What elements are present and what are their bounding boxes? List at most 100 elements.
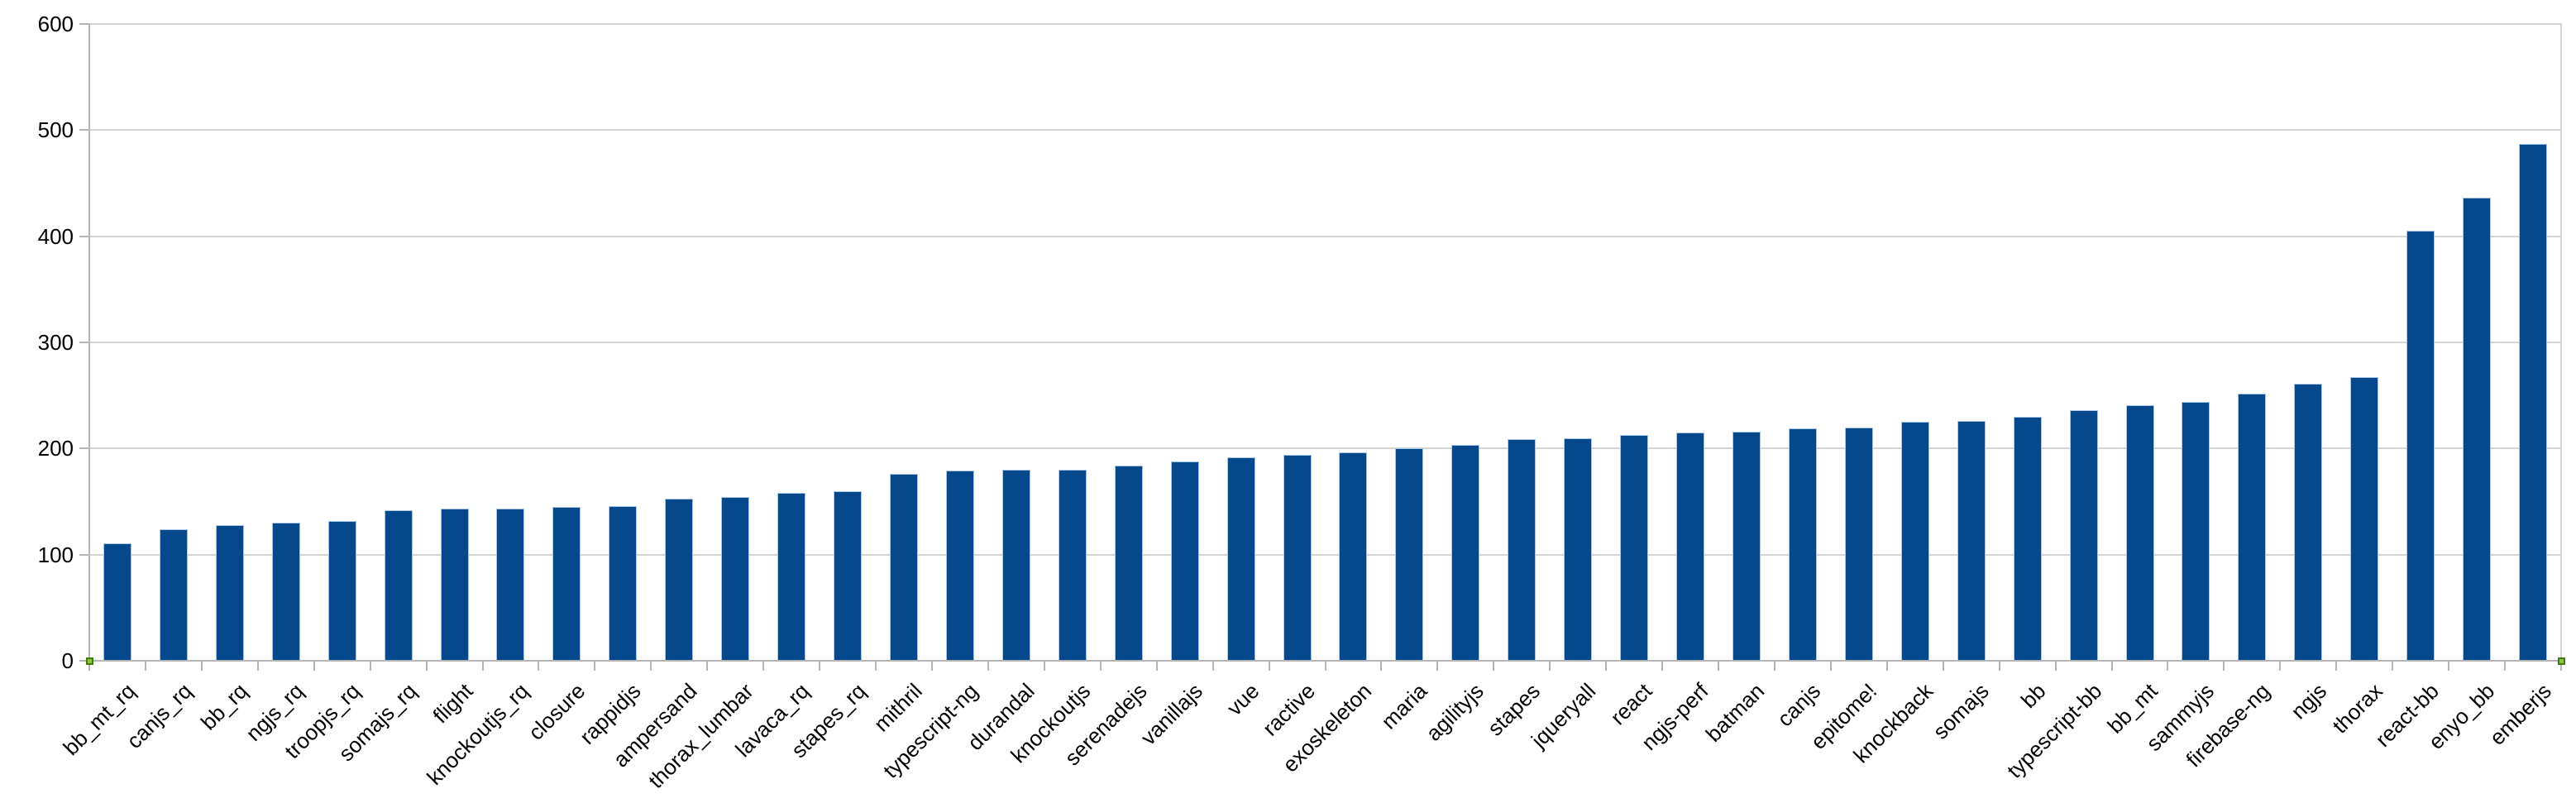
bar-rappidjs[interactable] [609, 505, 638, 662]
y-axis-tick-300 [79, 342, 89, 343]
bar-flight[interactable] [440, 509, 469, 662]
x-axis-label-emberjs: emberjs [2483, 678, 2556, 750]
y-axis-tick-400 [79, 235, 89, 237]
y-axis-tick-600 [79, 23, 89, 25]
bar-epitome![interactable] [1844, 427, 1873, 662]
x-axis-tick-12 [762, 661, 765, 671]
y-axis-tick-label-100: 100 [37, 542, 74, 567]
x-axis-tick-2 [200, 661, 203, 671]
y-axis-tick-0 [79, 660, 89, 662]
x-axis-tick-30 [1773, 661, 1775, 671]
bar-somajs[interactable] [1957, 420, 1986, 662]
bar-ractive[interactable] [1283, 455, 1312, 662]
bar-troopjs_rq[interactable] [327, 520, 356, 662]
bar-typescript-bb[interactable] [2069, 410, 2098, 662]
bar-agilityjs[interactable] [1451, 445, 1480, 662]
x-axis-tick-0 [88, 661, 90, 671]
bar-thorax_lumbar[interactable] [721, 497, 750, 662]
bar-bb_mt[interactable] [2125, 404, 2154, 662]
bar-ampersand[interactable] [665, 498, 694, 662]
x-axis-tick-25 [1493, 661, 1495, 671]
bar-durandal[interactable] [1001, 470, 1030, 662]
bar-stapes[interactable] [1508, 438, 1537, 662]
bar-firebase-ng[interactable] [2238, 393, 2267, 662]
gridline-y-300 [89, 342, 2561, 343]
bar-mithril[interactable] [890, 474, 918, 662]
x-axis-tick-15 [930, 661, 933, 671]
bar-thorax[interactable] [2350, 377, 2379, 662]
y-axis-tick-label-600: 600 [37, 12, 74, 36]
x-axis-tick-6 [425, 661, 428, 671]
x-axis-tick-32 [1885, 661, 1888, 671]
x-axis-tick-22 [1324, 661, 1326, 671]
x-axis-line [88, 660, 2562, 662]
gridline-y-500 [89, 129, 2561, 131]
bar-react[interactable] [1620, 434, 1649, 662]
x-axis-tick-35 [2054, 661, 2057, 671]
bar-ngjs[interactable] [2294, 384, 2323, 662]
x-axis-selection-handle-right[interactable] [2557, 657, 2565, 665]
x-axis-label-vanillajs: vanillajs [1135, 678, 1208, 750]
x-axis-tick-5 [369, 661, 371, 671]
x-axis-label-react: react [1605, 678, 1657, 730]
bar-ngjs_rq[interactable] [271, 523, 300, 662]
x-axis-tick-1 [144, 661, 146, 671]
x-axis-label-canjs: canjs [1772, 678, 1826, 732]
x-axis-tick-34 [1998, 661, 2000, 671]
x-axis-label-flight: flight [428, 678, 478, 729]
x-axis-label-somajs: somajs [1928, 678, 1995, 744]
bar-stapes_rq[interactable] [834, 490, 863, 662]
gridline-y-400 [89, 235, 2561, 237]
x-axis-tick-7 [481, 661, 484, 671]
bar-jqueryall[interactable] [1564, 437, 1593, 662]
bar-canjs[interactable] [1788, 428, 1817, 662]
bar-lavaca_rq[interactable] [777, 493, 806, 662]
x-axis-tick-42 [2448, 661, 2450, 671]
x-axis-tick-10 [650, 661, 652, 671]
bar-knockback[interactable] [1900, 422, 1929, 662]
bar-closure[interactable] [552, 506, 581, 662]
bar-knockoutjs[interactable] [1058, 470, 1087, 662]
bar-exoskeleton[interactable] [1339, 452, 1368, 662]
x-axis-label-agilityjs: agilityjs [1421, 678, 1489, 746]
bar-canjs_rq[interactable] [159, 528, 188, 662]
bar-react-bb[interactable] [2406, 231, 2435, 662]
x-axis-label-bb: bb [2015, 678, 2051, 713]
x-axis-tick-38 [2223, 661, 2225, 671]
x-axis-selection-handle-left[interactable] [85, 657, 93, 665]
y-axis-tick-500 [79, 129, 89, 131]
bar-batman[interactable] [1732, 431, 1761, 662]
gridline-y-600 [89, 23, 2561, 25]
bar-vue[interactable] [1226, 456, 1255, 662]
x-axis-tick-24 [1436, 661, 1439, 671]
bar-bb_mt_rq[interactable] [103, 543, 131, 662]
bar-serenadejs[interactable] [1114, 465, 1143, 662]
bar-somajs_rq[interactable] [384, 509, 413, 662]
x-axis-tick-36 [2110, 661, 2113, 671]
bar-emberjs[interactable] [2519, 144, 2548, 662]
bar-maria[interactable] [1395, 448, 1424, 662]
x-axis-tick-23 [1380, 661, 1383, 671]
x-axis-label-bb_mt_rq: bb_mt_rq [58, 678, 141, 761]
bar-bb_rq[interactable] [215, 524, 244, 662]
x-axis-tick-9 [594, 661, 596, 671]
x-axis-tick-33 [1942, 661, 1944, 671]
y-axis-tick-label-200: 200 [37, 436, 74, 461]
x-axis-tick-18 [1099, 661, 1102, 671]
bar-bb[interactable] [2013, 416, 2042, 662]
x-axis-tick-20 [1212, 661, 1214, 671]
x-axis-tick-16 [987, 661, 989, 671]
x-axis-tick-8 [538, 661, 540, 671]
x-axis-tick-19 [1155, 661, 1158, 671]
x-axis-label-ngjs: ngjs [2285, 678, 2331, 724]
bar-typescript-ng[interactable] [945, 471, 974, 662]
bar-knockoutjs_rq[interactable] [496, 509, 525, 662]
bar-enyo_bb[interactable] [2463, 198, 2492, 662]
bar-sammyjs[interactable] [2182, 401, 2210, 662]
y-axis-tick-label-0: 0 [61, 648, 74, 673]
x-axis-tick-27 [1605, 661, 1608, 671]
y-axis-tick-label-500: 500 [37, 117, 74, 143]
bar-ngjs-perf[interactable] [1676, 433, 1705, 662]
bar-vanillajs[interactable] [1170, 461, 1199, 662]
x-axis-tick-14 [875, 661, 877, 671]
